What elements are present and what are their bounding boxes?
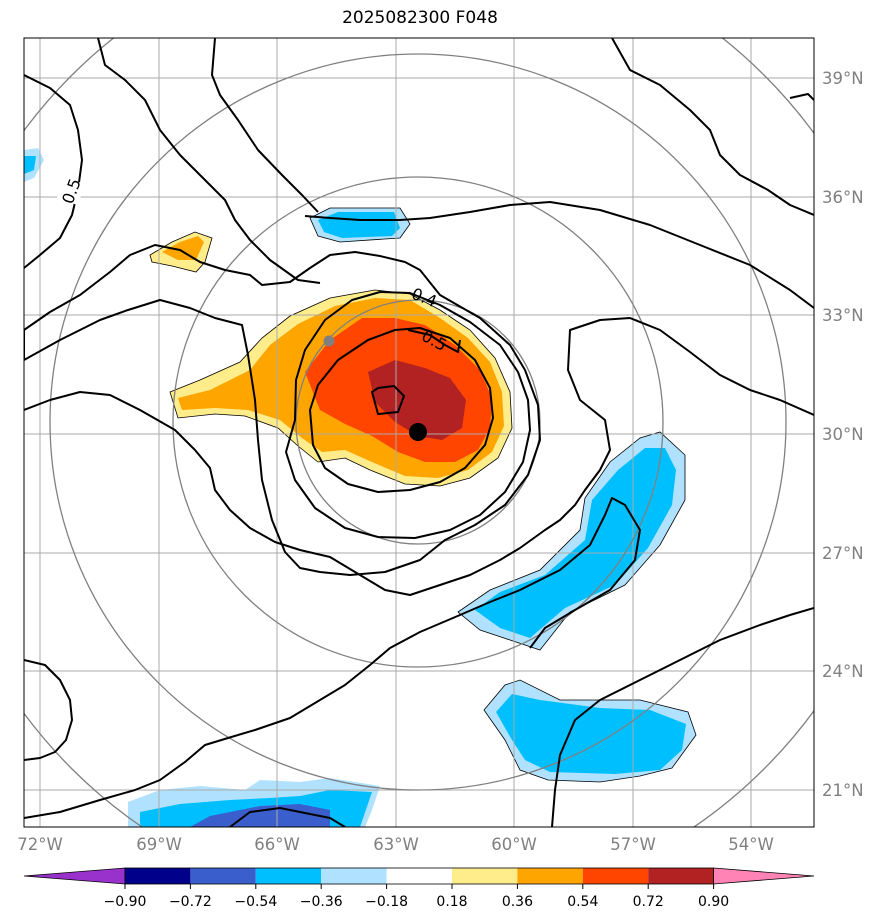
lon-label: 57°W <box>610 835 656 854</box>
colorbar-tick-label: 0.18 <box>436 894 467 910</box>
colorbar-tick-label: 0.54 <box>567 894 598 910</box>
storm-center-marker <box>409 423 427 441</box>
secondary-marker <box>323 335 335 347</box>
lon-label: 69°W <box>136 835 182 854</box>
contour-lines <box>24 38 814 827</box>
colorbar-tick-label: 0.36 <box>502 894 533 910</box>
map-title: 2025082300 F048 <box>342 8 498 28</box>
lat-label: 39°N <box>822 69 864 88</box>
colorbar-tick-label: −0.72 <box>169 894 212 910</box>
graticule <box>24 38 814 827</box>
colorbar-tick-label: −0.36 <box>300 894 343 910</box>
colorbar-extension-low <box>23 867 126 885</box>
lat-label: 36°N <box>822 188 864 207</box>
colorbar-segment <box>190 868 256 884</box>
colorbar-tick-label: −0.54 <box>234 894 277 910</box>
colorbar-extension-high <box>713 867 815 885</box>
colorbar-segment <box>125 868 191 884</box>
colorbar-segment <box>582 868 649 884</box>
lat-label: 21°N <box>822 781 864 800</box>
colorbar-segment <box>321 868 387 884</box>
lon-label: 60°W <box>491 835 537 854</box>
colorbar-segment <box>255 868 322 884</box>
longitude-labels: 72°W 69°W 66°W 63°W 60°W 57°W 54°W <box>17 835 774 854</box>
lon-label: 72°W <box>17 835 63 854</box>
colorbar-outline <box>124 867 714 885</box>
colorbar-tick-label: 0.90 <box>698 894 729 910</box>
colorbar-segment <box>517 868 583 884</box>
lat-label: 33°N <box>822 306 864 325</box>
colorbar-tick-label: −0.18 <box>365 894 408 910</box>
colorbar-segment <box>452 868 518 884</box>
colorbar-tick-label: 0.72 <box>633 894 664 910</box>
lon-label: 63°W <box>373 835 419 854</box>
latitude-labels: 39°N 36°N 33°N 30°N 27°N 24°N 21°N <box>822 69 864 800</box>
negative-anomaly-field <box>24 148 696 827</box>
lat-label: 24°N <box>822 662 864 681</box>
map-frame <box>23 37 815 828</box>
colorbar-tick-label: −0.90 <box>104 894 147 910</box>
lon-label: 54°W <box>728 835 774 854</box>
colorbar-segment <box>648 868 714 884</box>
colorbar: −0.90 −0.72 −0.54 −0.36 −0.18 0.18 0.36 0.54 0.7… <box>23 867 815 910</box>
lat-label: 27°N <box>822 544 864 563</box>
colorbar-segment <box>386 868 452 884</box>
lat-label: 30°N <box>822 425 864 444</box>
lon-label: 66°W <box>254 835 300 854</box>
